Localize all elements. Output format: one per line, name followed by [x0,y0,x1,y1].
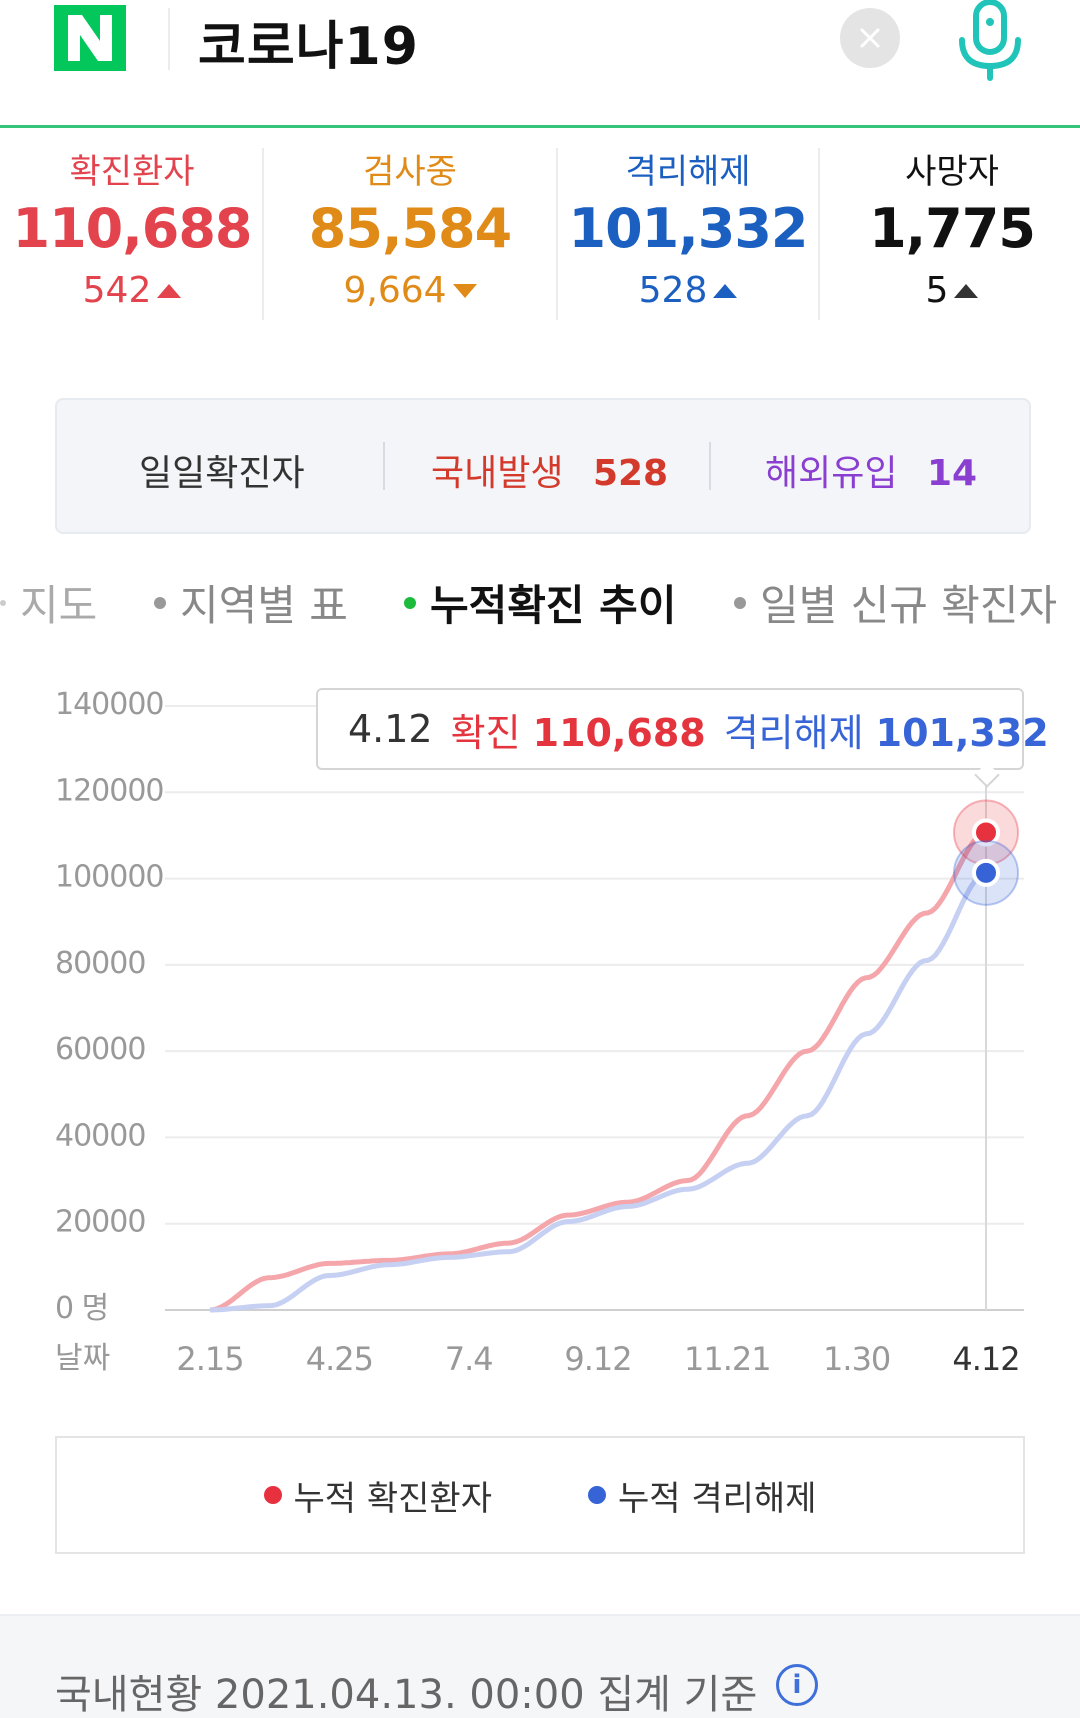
chart-tooltip: 4.12 확진 110,688 격리해제 101,332 [316,688,1049,770]
tab-bullet [734,596,746,609]
y-tick-label: 0 명 [55,1291,108,1326]
stat-delta-value: 528 [638,270,708,311]
stat-value: 101,332 [568,197,809,260]
x-tick-label: 4.12 [952,1340,1019,1378]
y-tick-label: 20000 [55,1205,145,1240]
stats-summary: 확진환자 110,688 542 검사중 85,584 9,664 격리해제 1… [0,140,1080,330]
stat-label: 검사중 [363,152,457,192]
highlight-point [972,858,1000,887]
tooltip-date: 4.12 [348,707,433,751]
y-tick-label: 40000 [55,1118,145,1153]
x-tick-label: 1.30 [823,1340,890,1378]
footer: 국내현황 2021.04.13. 00:00 집계 기준 i [0,1614,1080,1718]
tab-region-table[interactable]: 지역별 표 [154,572,348,633]
tab-map[interactable]: 지도 [0,572,97,633]
tab-daily-new[interactable]: 일별 신규 확진자 [734,572,1057,633]
arrow-up-icon [954,283,979,298]
x-tick-label: 4.25 [306,1340,373,1378]
stat-delta: 9,664 [343,270,477,311]
highlight-point [972,818,1000,847]
stat-label: 사망자 [905,152,999,192]
y-tick-label: 120000 [55,773,164,808]
tab-label: 누적확진 추이 [430,581,677,630]
tooltip-confirmed-label: 확진 [450,710,521,755]
daily-confirmed-box: 일일확진자 국내발생 528 해외유입 14 [55,398,1031,534]
daily-domestic: 국내발생 528 [431,444,668,496]
search-divider [168,8,170,70]
legend-dot [588,1486,606,1504]
stat-divider [556,148,558,320]
stat-label: 격리해제 [625,152,751,192]
daily-domestic-label: 국내발생 [431,453,564,494]
legend-label: 누적 확진환자 [293,1478,493,1519]
tab-bullet [404,596,416,609]
stat-delta: 528 [639,270,738,311]
cumulative-chart: 0 명 20000 40000 60000 80000 100000 120000 14000… [0,672,1080,1392]
voice-search-button[interactable] [952,0,1028,86]
stat-delta: 5 [926,270,979,311]
series-line-released [209,870,987,1313]
x-tick-label: 2.15 [176,1340,243,1378]
stat-label: 확진환자 [69,152,195,192]
y-tick-label: 140000 [55,687,164,722]
stat-deaths: 사망자 1,775 5 [822,140,1080,311]
stat-delta-value: 5 [925,270,949,311]
legend-item-released[interactable]: 누적 격리해제 [588,1471,817,1520]
tab-cumulative-trend[interactable]: 누적확진 추이 [404,572,676,633]
x-axis-label: 날짜 [55,1341,110,1376]
tab-label: 일별 신규 확진자 [760,581,1058,630]
tooltip-released: 격리해제 101,332 [724,702,1049,757]
tab-label: 지역별 표 [180,581,348,630]
arrow-down-icon [452,283,477,298]
info-icon[interactable]: i [776,1664,818,1706]
daily-title: 일일확진자 [139,453,305,494]
microphone-icon [959,0,1021,81]
clear-search-button[interactable] [840,8,900,68]
daily-divider [709,442,711,490]
stat-released: 격리해제 101,332 528 [558,140,818,311]
stat-value: 85,584 [308,197,512,260]
daily-overseas-label: 해외유입 [765,453,898,494]
legend-item-confirmed[interactable]: 누적 확진환자 [263,1471,493,1520]
x-tick-label: 11.21 [684,1340,771,1378]
close-icon [860,28,880,48]
y-tick-label: 100000 [55,860,164,895]
arrow-up-icon [713,283,738,298]
daily-domestic-value: 528 [592,453,669,494]
stat-divider [818,148,820,320]
daily-divider [383,442,385,490]
arrow-up-icon [157,283,182,298]
stat-divider [262,148,264,320]
series-line-confirmed [209,830,987,1313]
tooltip-confirmed-value: 110,688 [532,710,706,755]
stat-delta-value: 542 [82,270,152,311]
tab-bullet [154,596,166,609]
chart-legend: 누적 확진환자 누적 격리해제 [55,1436,1025,1554]
y-tick-label: 80000 [55,946,145,981]
stat-testing: 검사중 85,584 9,664 [280,140,540,311]
tab-bullet [0,599,6,606]
stat-delta: 542 [83,270,182,311]
naver-logo[interactable] [54,5,126,71]
x-tick-label: 9.12 [564,1340,631,1378]
legend-dot [263,1486,282,1504]
y-tick-label: 60000 [55,1032,145,1067]
view-tabs: 지도 지역별 표 누적확진 추이 일별 신규 확진자 [0,572,1080,642]
stat-confirmed: 확진환자 110,688 542 [2,140,262,311]
legend-label: 누적 격리해제 [618,1478,817,1519]
tooltip-confirmed: 확진 110,688 [451,702,706,757]
stat-delta-value: 9,664 [343,270,447,311]
search-bar: 코로나19 [0,0,1080,128]
chart-svg[interactable]: 0 명 20000 40000 60000 80000 100000 120000 14000… [0,672,1080,1392]
daily-overseas-value: 14 [926,453,978,494]
stat-value: 110,688 [12,197,253,260]
stat-value: 1,775 [869,197,1036,260]
tab-label: 지도 [20,581,98,630]
footer-text: 국내현황 2021.04.13. 00:00 집계 기준 [55,1672,758,1718]
tooltip-released-label: 격리해제 [723,710,864,755]
tooltip-released-value: 101,332 [875,710,1049,755]
daily-overseas: 해외유입 14 [765,444,977,496]
x-tick-label: 7.4 [445,1340,493,1378]
search-query[interactable]: 코로나19 [198,17,419,77]
